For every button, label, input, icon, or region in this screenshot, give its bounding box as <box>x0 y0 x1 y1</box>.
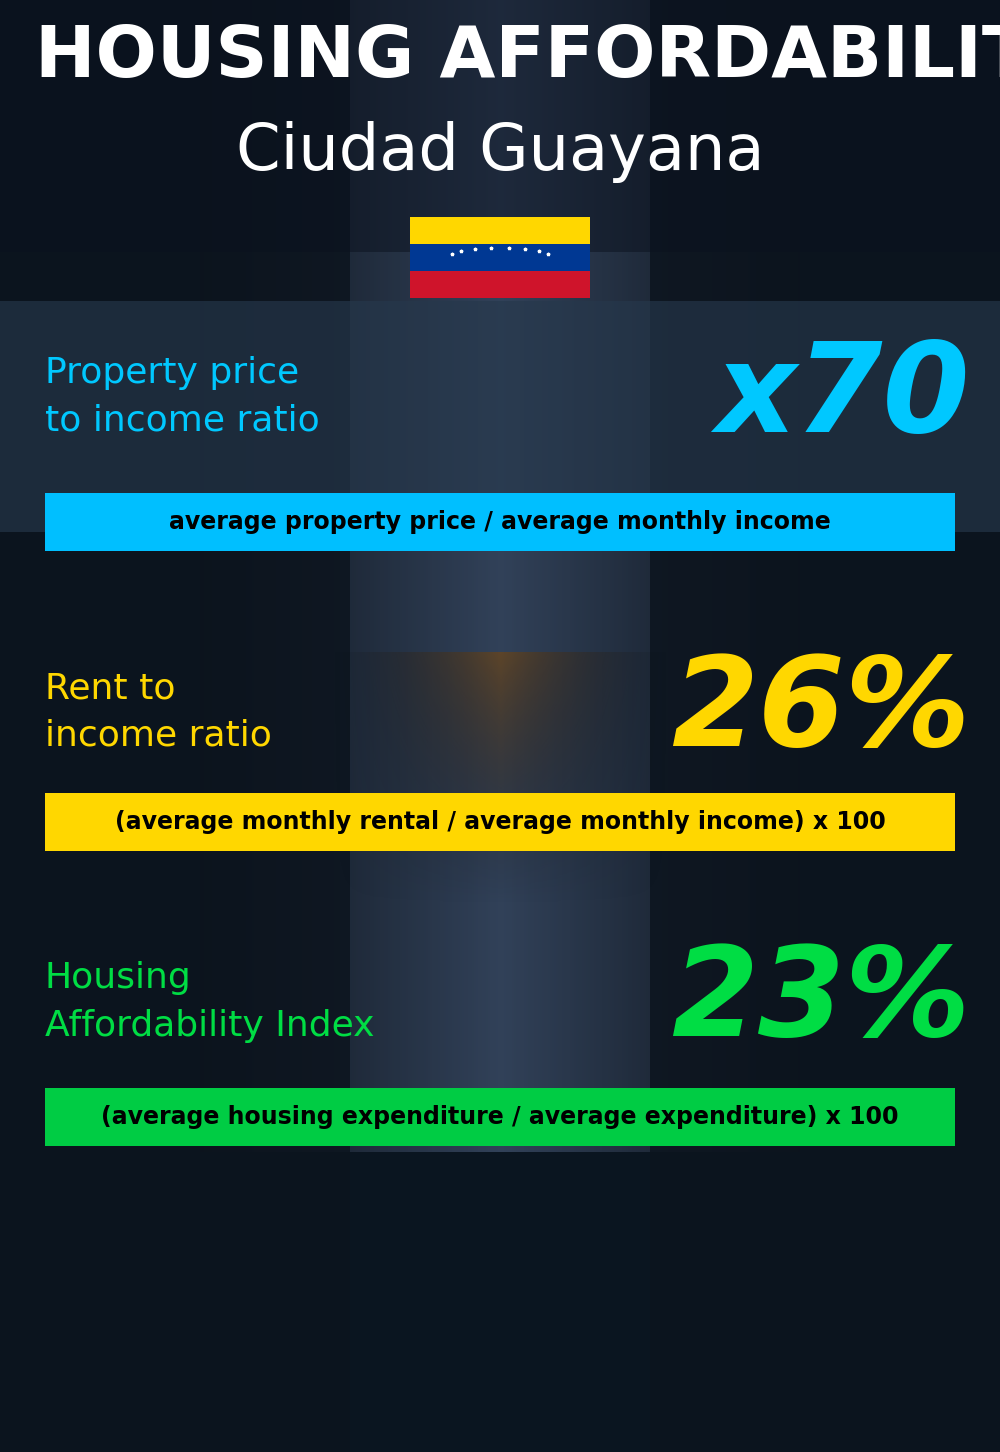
Text: x70: x70 <box>715 337 970 457</box>
FancyBboxPatch shape <box>45 793 955 851</box>
FancyBboxPatch shape <box>45 1088 955 1146</box>
Text: Rent to
income ratio: Rent to income ratio <box>45 671 272 752</box>
FancyBboxPatch shape <box>410 272 590 298</box>
Text: HOUSING AFFORDABILITY: HOUSING AFFORDABILITY <box>35 22 1000 91</box>
FancyBboxPatch shape <box>410 244 590 272</box>
Text: average property price / average monthly income: average property price / average monthly… <box>169 510 831 534</box>
Text: Ciudad Guayana: Ciudad Guayana <box>236 121 764 183</box>
Text: 23%: 23% <box>671 941 970 1063</box>
Text: 26%: 26% <box>671 652 970 772</box>
Text: (average housing expenditure / average expenditure) x 100: (average housing expenditure / average e… <box>101 1105 899 1130</box>
Text: Property price
to income ratio: Property price to income ratio <box>45 356 320 437</box>
FancyBboxPatch shape <box>45 494 955 550</box>
Text: Housing
Affordability Index: Housing Affordability Index <box>45 961 374 1043</box>
Text: (average monthly rental / average monthly income) x 100: (average monthly rental / average monthl… <box>115 810 885 833</box>
FancyBboxPatch shape <box>410 216 590 244</box>
